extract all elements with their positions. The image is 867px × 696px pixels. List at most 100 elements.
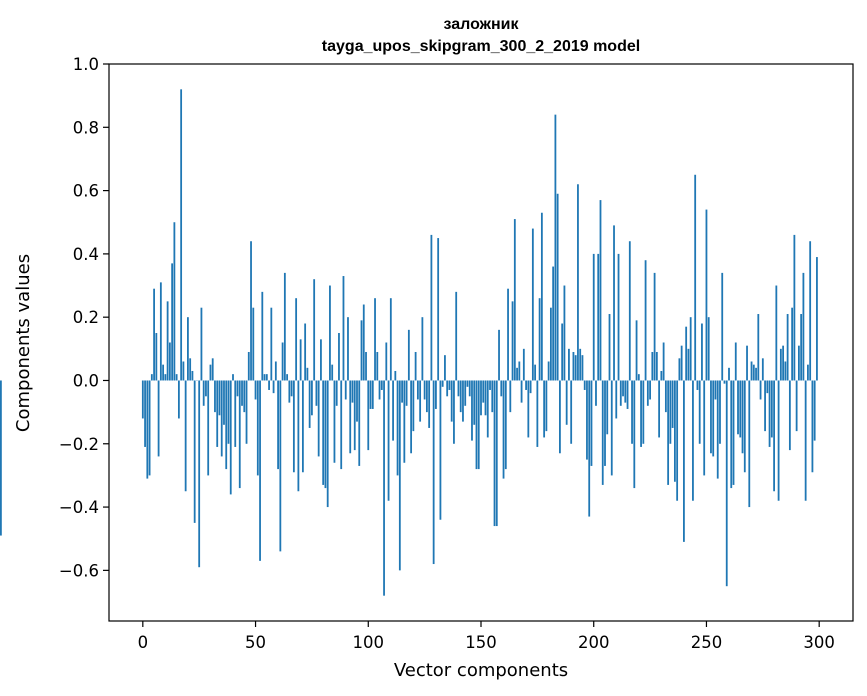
bar [202,380,205,406]
bar [583,380,586,390]
bar [579,348,582,381]
bar [504,380,507,470]
bar [405,380,408,406]
bar [646,380,649,406]
bar [511,301,514,381]
bar [218,380,221,416]
bar [507,288,509,381]
bar [243,380,246,413]
bar [295,298,298,381]
bar [412,380,415,432]
bar [437,238,440,381]
bar [245,380,248,444]
bar [667,380,670,485]
bar [439,380,442,520]
bar [351,380,354,403]
bar [486,380,489,438]
bar [748,380,751,508]
x-tick-label: 250 [691,633,723,652]
bar [782,345,785,381]
bar [545,380,548,432]
bar [721,272,724,381]
bar [698,380,701,444]
bar [595,380,597,406]
bar [329,285,331,381]
bar [450,380,453,422]
bar [705,209,708,381]
bar [538,298,541,381]
bar [707,317,710,381]
bar [757,314,760,381]
bar [701,323,703,381]
bar [658,380,661,438]
bar [164,374,167,381]
bar [536,380,539,447]
bar [552,266,555,381]
bar [606,380,609,435]
bar [214,380,216,413]
bar [752,364,755,381]
bar [265,374,268,381]
y-tick-label: −0.2 [59,435,99,454]
bar [340,380,343,470]
bar [802,272,805,381]
bar [153,288,155,381]
bar [692,380,694,501]
bar [696,380,699,390]
bar [205,380,207,397]
bar [356,380,358,422]
bar [189,358,192,381]
bar [482,380,485,403]
x-axis-label: Vector components [394,660,568,681]
bar [324,380,327,489]
bar [360,320,363,381]
y-axis: −0.6 −0.4 −0.2 0.0 0.2 0.4 0.6 0.8 1.0 [59,55,109,580]
bar [347,317,349,381]
bar [362,304,365,381]
y-tick-label: −0.6 [59,561,99,580]
bar [274,361,277,381]
bar [574,355,577,381]
bar [263,374,266,381]
y-tick-label: −0.4 [59,498,99,517]
bar [421,317,424,381]
bar [516,367,518,381]
bar [797,345,800,381]
x-tick-label: 300 [803,633,835,652]
bar [166,301,169,381]
bar [793,234,796,381]
bar [171,263,174,381]
bar [398,380,401,571]
bar [687,348,690,381]
y-axis-label: Components values [13,254,34,432]
bar [216,380,219,447]
bar [177,380,180,419]
bar [371,380,374,409]
bar [268,380,270,390]
bar [554,114,557,381]
bar [773,380,775,492]
bar [800,314,803,381]
bar [299,339,302,381]
bar [728,367,730,381]
bar [813,380,816,441]
bar [592,253,595,381]
bar [385,342,388,381]
bar [428,380,431,428]
bar [448,380,451,390]
bar [315,380,318,406]
bar [777,380,780,501]
bar [495,380,498,527]
bar [610,380,613,476]
bar [809,241,812,381]
bar [477,380,480,470]
bar [193,380,196,523]
x-tick-label: 0 [138,633,149,652]
bar [378,380,381,400]
bar [714,380,717,400]
bar [252,307,255,381]
bar [525,380,527,390]
bar [225,380,228,470]
bar [425,380,428,413]
bar [685,326,688,381]
